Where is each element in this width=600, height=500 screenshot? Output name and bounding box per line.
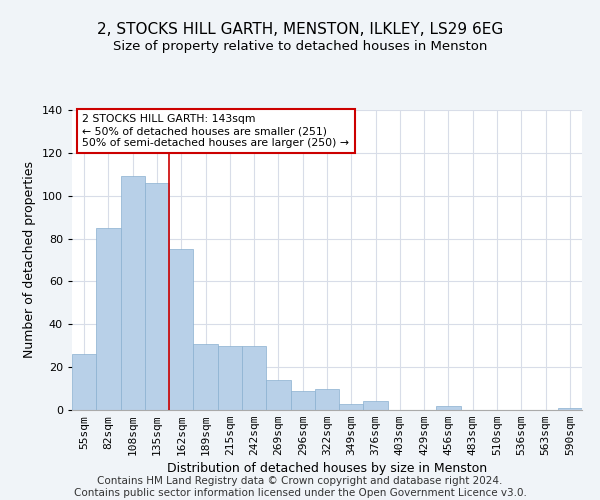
Bar (218, 346, 242, 410)
Bar (96, 228, 121, 410)
Bar (315, 388, 339, 410)
Bar (364, 402, 388, 410)
Bar (72, 354, 96, 410)
Text: Contains HM Land Registry data © Crown copyright and database right 2024.
Contai: Contains HM Land Registry data © Crown c… (74, 476, 526, 498)
Bar (145, 183, 169, 410)
Bar (339, 404, 364, 410)
Bar (290, 390, 315, 410)
Text: Size of property relative to detached houses in Menston: Size of property relative to detached ho… (113, 40, 487, 53)
Text: 2 STOCKS HILL GARTH: 143sqm
← 50% of detached houses are smaller (251)
50% of se: 2 STOCKS HILL GARTH: 143sqm ← 50% of det… (82, 114, 349, 148)
Bar (242, 346, 266, 410)
Bar (266, 380, 290, 410)
Bar (558, 408, 582, 410)
Bar (169, 250, 193, 410)
Bar (121, 176, 145, 410)
X-axis label: Distribution of detached houses by size in Menston: Distribution of detached houses by size … (167, 462, 487, 475)
Text: 2, STOCKS HILL GARTH, MENSTON, ILKLEY, LS29 6EG: 2, STOCKS HILL GARTH, MENSTON, ILKLEY, L… (97, 22, 503, 38)
Bar (193, 344, 218, 410)
Bar (436, 406, 461, 410)
Y-axis label: Number of detached properties: Number of detached properties (23, 162, 36, 358)
